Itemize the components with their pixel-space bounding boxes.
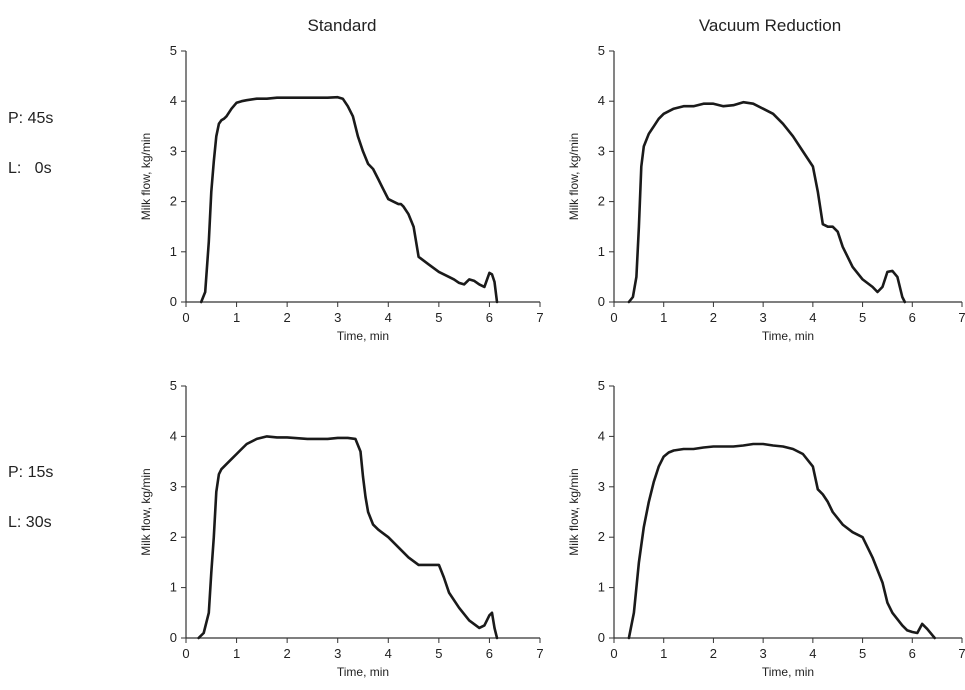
panel-1-x-tick-label-4: 4 bbox=[385, 310, 392, 325]
panel-1-milk-flow-line-0 bbox=[199, 95, 499, 304]
panel-4-x-tick-label-4: 4 bbox=[809, 646, 816, 661]
panel-1-x-tick-label-3: 3 bbox=[334, 310, 341, 325]
panel-4-x-tick-label-6: 6 bbox=[909, 646, 916, 661]
panel-1-x-tick-label-5: 5 bbox=[435, 310, 442, 325]
panel-2-x-tick-label-2: 2 bbox=[710, 310, 717, 325]
panel-4-x-tick-label-1: 1 bbox=[660, 646, 667, 661]
panel-1-x-tick-label-2: 2 bbox=[284, 310, 291, 325]
row-2-lag-label: L: 30s bbox=[8, 514, 52, 531]
panel-1-x-tick-label-1: 1 bbox=[233, 310, 240, 325]
panel-3-x-axis-label: Time, min bbox=[337, 665, 389, 679]
panel-4-x-tick-label-0: 0 bbox=[610, 646, 617, 661]
row-2-pulsation-label: P: 15s bbox=[8, 464, 54, 481]
panel-1-x-tick-label-6: 6 bbox=[486, 310, 493, 325]
panel-1-x-axis-label: Time, min bbox=[337, 329, 389, 343]
panel-3-x-tick-label-6: 6 bbox=[486, 646, 493, 661]
panel-3-x-tick-label-1: 1 bbox=[233, 646, 240, 661]
panel-4-y-axis-label: Milk flow, kg/min bbox=[567, 468, 581, 555]
panel-2-y-tick-label-2: 2 bbox=[598, 194, 605, 209]
panel-1-y-axis-label: Milk flow, kg/min bbox=[139, 133, 153, 220]
panel-3-x-tick-label-7: 7 bbox=[536, 646, 543, 661]
panel-1-x-tick-label-0: 0 bbox=[182, 310, 189, 325]
panel-3-y-tick-label-0: 0 bbox=[170, 630, 177, 645]
panel-4-milk-flow-line-0 bbox=[627, 442, 936, 640]
panel-2-x-tick-label-1: 1 bbox=[660, 310, 667, 325]
panel-1-y-tick-label-0: 0 bbox=[170, 294, 177, 309]
panel-1-y-tick-label-4: 4 bbox=[170, 93, 177, 108]
panel-2-y-tick-label-5: 5 bbox=[598, 43, 605, 58]
panel-3-x-tick-label-2: 2 bbox=[284, 646, 291, 661]
panel-3-y-tick-label-2: 2 bbox=[170, 529, 177, 544]
panel-4-y-tick-label-3: 3 bbox=[598, 479, 605, 494]
panel-2-milk-flow-line-0 bbox=[627, 100, 907, 304]
panel-4-x-tick-label-3: 3 bbox=[760, 646, 767, 661]
panel-3-y-tick-label-3: 3 bbox=[170, 479, 177, 494]
panel-4-y-tick-label-2: 2 bbox=[598, 529, 605, 544]
panel-1-y-tick-label-1: 1 bbox=[170, 244, 177, 259]
panel-2-y-tick-label-0: 0 bbox=[598, 294, 605, 309]
panel-2-y-tick-label-3: 3 bbox=[598, 143, 605, 158]
panel-4-y-tick-label-1: 1 bbox=[598, 580, 605, 595]
panel-4-x-axis-label: Time, min bbox=[762, 665, 814, 679]
panel-4-y-tick-label-5: 5 bbox=[598, 378, 605, 393]
panel-2-y-tick-label-1: 1 bbox=[598, 244, 605, 259]
panel-2-x-tick-label-0: 0 bbox=[610, 310, 617, 325]
panel-4-x-tick-label-7: 7 bbox=[958, 646, 965, 661]
panel-3-y-tick-label-1: 1 bbox=[170, 580, 177, 595]
panel-1-y-tick-label-5: 5 bbox=[170, 43, 177, 58]
panel-3-x-tick-label-3: 3 bbox=[334, 646, 341, 661]
row-1-lag-label: L: 0s bbox=[8, 160, 52, 177]
panel-2-x-tick-label-5: 5 bbox=[859, 310, 866, 325]
panel-3-y-axis-label: Milk flow, kg/min bbox=[139, 468, 153, 555]
panel-3-milk-flow-line-0 bbox=[197, 435, 499, 640]
row-1-pulsation-label: P: 45s bbox=[8, 110, 54, 127]
panel-2-x-tick-label-4: 4 bbox=[809, 310, 816, 325]
panel-2-x-tick-label-3: 3 bbox=[760, 310, 767, 325]
panel-2-x-axis-label: Time, min bbox=[762, 329, 814, 343]
panel-2-y-axis-label: Milk flow, kg/min bbox=[567, 133, 581, 220]
panel-2-y-tick-label-4: 4 bbox=[598, 93, 605, 108]
panel-1-y-tick-label-3: 3 bbox=[170, 143, 177, 158]
panel-4-x-tick-label-5: 5 bbox=[859, 646, 866, 661]
panel-3-x-tick-label-0: 0 bbox=[182, 646, 189, 661]
panel-4-y-tick-label-4: 4 bbox=[598, 428, 605, 443]
panel-3-x-tick-label-5: 5 bbox=[435, 646, 442, 661]
column-title-vacuum-reduction: Vacuum Reduction bbox=[698, 16, 842, 35]
column-title-standard: Standard bbox=[307, 16, 377, 35]
panel-1-y-tick-label-2: 2 bbox=[170, 194, 177, 209]
panel-2-x-tick-label-7: 7 bbox=[958, 310, 965, 325]
panel-1-x-tick-label-7: 7 bbox=[536, 310, 543, 325]
panel-3-y-tick-label-4: 4 bbox=[170, 428, 177, 443]
panel-4-y-tick-label-0: 0 bbox=[598, 630, 605, 645]
panel-3-x-tick-label-4: 4 bbox=[385, 646, 392, 661]
panel-2-x-tick-label-6: 6 bbox=[909, 310, 916, 325]
panel-4-x-tick-label-2: 2 bbox=[710, 646, 717, 661]
panel-3-y-tick-label-5: 5 bbox=[170, 378, 177, 393]
